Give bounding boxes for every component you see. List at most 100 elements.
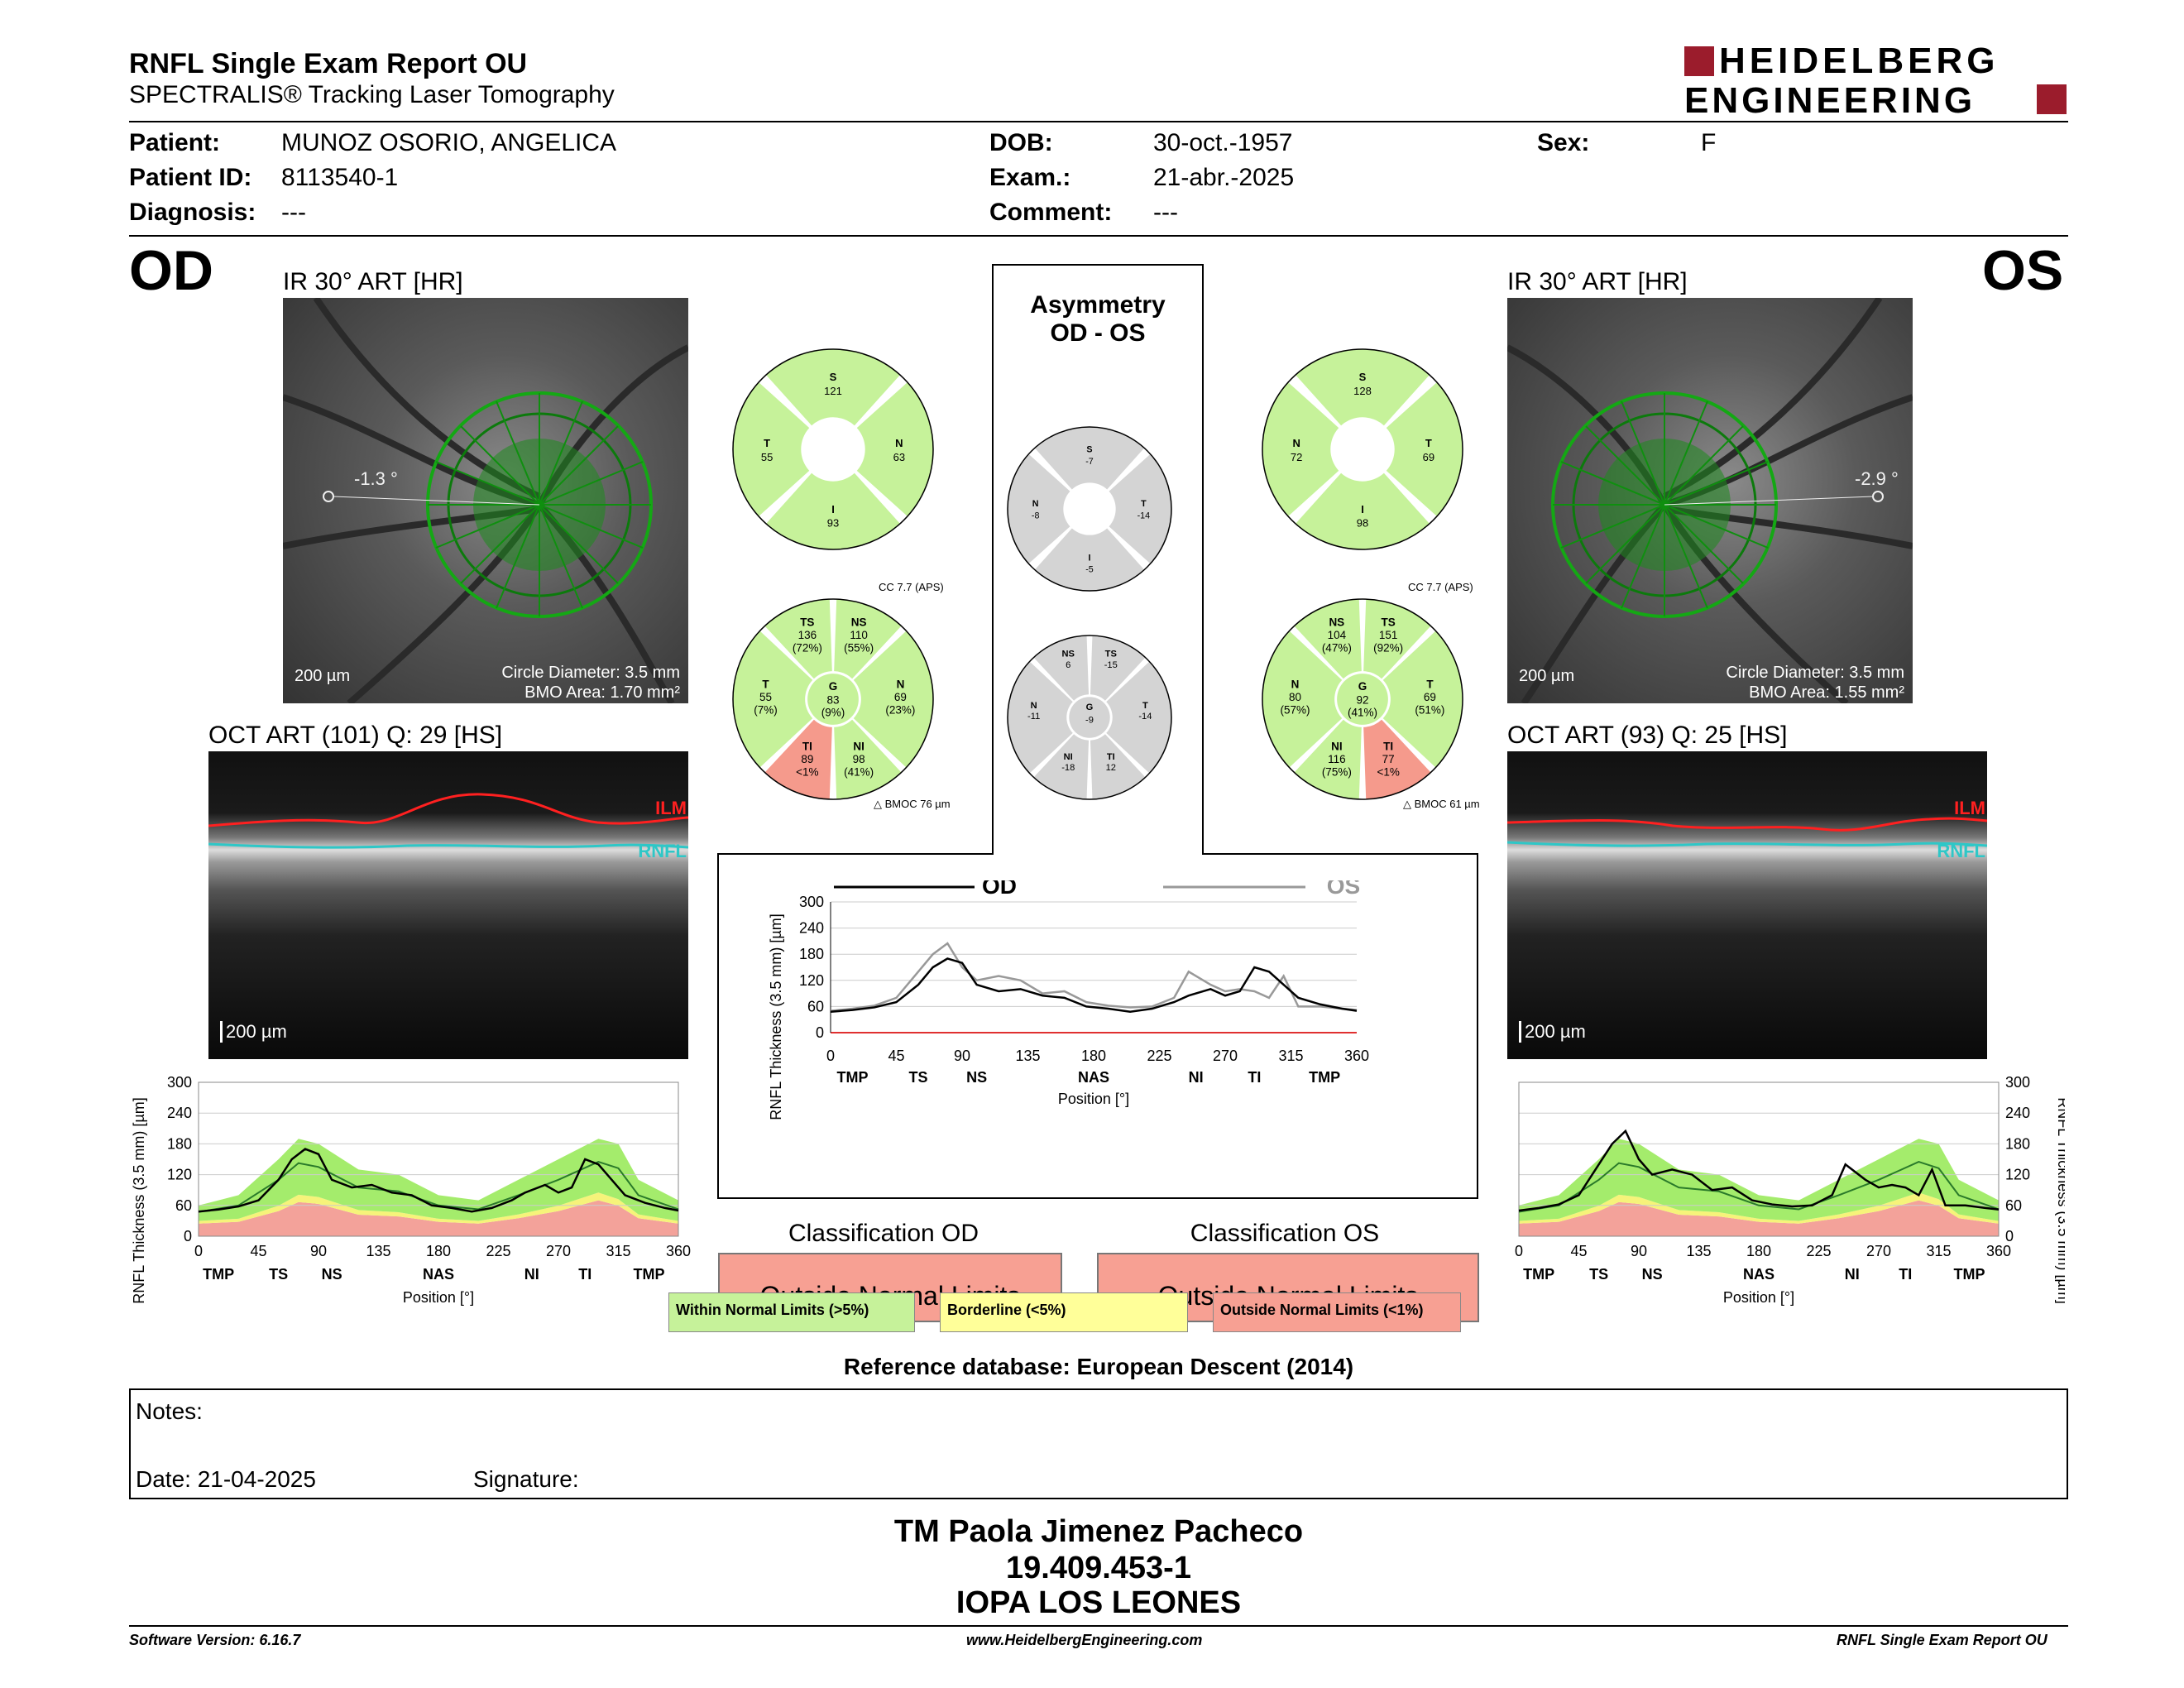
legend-od-label: OD xyxy=(982,880,1017,899)
patient-profile-line xyxy=(198,1148,679,1213)
plot-frame xyxy=(1518,1081,2000,1237)
diagnosis-value: --- xyxy=(281,199,306,226)
quadrant-value-T: 69 xyxy=(1423,451,1434,463)
quadrant-label-T: T xyxy=(1425,437,1432,449)
sector-label-NS: NS xyxy=(851,616,867,628)
od-oct-scale: 200 µm xyxy=(220,1021,287,1043)
y-tick-label: 240 xyxy=(167,1105,192,1121)
y-tick-label: 240 xyxy=(799,920,824,937)
y-axis-title: RNFL Thickness (3.5 mm) [µm] xyxy=(2055,1097,2065,1303)
region-label: TI xyxy=(1899,1266,1912,1283)
sector-value-TI: 12 xyxy=(1106,763,1116,773)
sector-label-NS: NS xyxy=(1062,650,1075,659)
sector-G xyxy=(807,674,859,725)
sector-label-N: N xyxy=(897,679,905,691)
dob-value: 30-oct.-1957 xyxy=(1153,129,1293,156)
os-cc: CC 7.7 (APS) xyxy=(1408,581,1473,593)
od-fundus-image: -1.3 ° 200 µm Circle Diameter: 3.5 mm BM… xyxy=(283,298,688,703)
website-link[interactable]: www.HeidelbergEngineering.com xyxy=(966,1632,1203,1648)
x-tick-label: 45 xyxy=(250,1243,266,1259)
sector-pct-N: (57%) xyxy=(1281,704,1310,717)
x-axis-title: Position [°] xyxy=(1058,1091,1129,1107)
sector-TS xyxy=(1090,635,1146,701)
quadrant-label-I: I xyxy=(1089,553,1091,563)
sector-label-TI: TI xyxy=(1383,741,1393,753)
sector-pct-G: (9%) xyxy=(821,706,845,718)
x-tick-label: 360 xyxy=(1344,1048,1369,1064)
dob-label: DOB: xyxy=(989,129,1053,156)
quadrant-label-N: N xyxy=(895,437,903,449)
quadrant-S xyxy=(1296,349,1430,426)
region-label: NI xyxy=(1845,1266,1860,1283)
asymmetry-panel-outline xyxy=(717,264,1478,1199)
os-ilm-label: ILM xyxy=(1954,798,1985,818)
sector-value-TI: 89 xyxy=(801,753,813,765)
region-label: TI xyxy=(1248,1069,1261,1086)
sector-pct-NS: (55%) xyxy=(844,641,874,654)
exam-value: 21-abr.-2025 xyxy=(1153,164,1295,191)
quadrant-value-I: 93 xyxy=(827,517,839,530)
y-tick-label: 60 xyxy=(807,998,824,1014)
x-tick-label: 45 xyxy=(1570,1243,1587,1259)
sector-pct-G: (41%) xyxy=(1348,706,1377,718)
sex-label: Sex: xyxy=(1537,129,1590,156)
x-tick-label: 225 xyxy=(1806,1243,1831,1259)
sector-value-TS: 151 xyxy=(1379,629,1398,641)
patient-profile-line xyxy=(1518,1129,2000,1212)
y-tick-label: 0 xyxy=(816,1024,824,1041)
x-tick-label: 90 xyxy=(954,1048,970,1064)
quadrant-outline xyxy=(1262,348,1463,550)
footer-report-name: RNFL Single Exam Report OU xyxy=(1837,1632,2048,1648)
heidelberg-logo: HEIDELBERG ENGINEERING xyxy=(1684,41,2068,121)
y-tick-label: 0 xyxy=(184,1228,192,1244)
sector-value-NI: 116 xyxy=(1328,753,1346,765)
x-tick-label: 135 xyxy=(1686,1243,1711,1259)
region-label: NS xyxy=(966,1069,987,1086)
sector-NI xyxy=(1294,719,1362,799)
sector-value-NS: 104 xyxy=(1328,629,1347,641)
sector-label-T: T xyxy=(1426,679,1434,691)
patient-name: MUNOZ OSORIO, ANGELICA xyxy=(281,129,617,156)
sector-outline xyxy=(1262,598,1463,800)
y-tick-label: 300 xyxy=(799,894,824,910)
od-bmo-area: BMO Area: 1.70 mm² xyxy=(524,683,680,702)
os-rnfl-label: RNFL xyxy=(1937,841,1985,861)
quadrant-T xyxy=(1386,382,1463,516)
sector-value-T: -14 xyxy=(1138,712,1152,722)
sector-TI xyxy=(1090,734,1146,799)
region-label: TS xyxy=(908,1069,927,1086)
y-tick-label: 0 xyxy=(2005,1228,2014,1244)
region-label: NS xyxy=(322,1266,342,1283)
os-oct-title: OCT ART (93) Q: 25 [HS] xyxy=(1507,722,1788,749)
software-version: Software Version: 6.16.7 xyxy=(129,1632,301,1648)
x-tick-label: 270 xyxy=(546,1243,571,1259)
sector-TI xyxy=(764,719,832,799)
x-tick-label: 0 xyxy=(194,1243,203,1259)
sector-value-TS: 136 xyxy=(798,629,817,641)
band-borderline xyxy=(1519,1192,1999,1224)
sector-NI xyxy=(1033,734,1090,799)
quadrant-outline xyxy=(1007,426,1172,592)
sector-NS xyxy=(1033,635,1090,701)
quadrant-T xyxy=(733,382,810,516)
x-tick-label: 225 xyxy=(486,1243,510,1259)
os-label: OS xyxy=(1982,239,2064,302)
od-rnfl-label: RNFL xyxy=(638,841,687,861)
sector-value-TI: 77 xyxy=(1382,753,1395,765)
sector-label-N: N xyxy=(1031,701,1037,711)
sector-value-T: 69 xyxy=(1424,691,1436,703)
date-label: Date: 21-04-2025 xyxy=(136,1466,316,1492)
y-tick-label: 60 xyxy=(175,1197,192,1214)
sector-label-G: G xyxy=(829,680,838,693)
x-axis-title: Position [°] xyxy=(1723,1289,1794,1306)
region-label: NS xyxy=(1642,1266,1663,1283)
y-tick-label: 180 xyxy=(2005,1135,2030,1152)
region-label: NAS xyxy=(423,1266,454,1283)
y-axis-title: RNFL Thickness (3.5 mm) [µm] xyxy=(132,1097,147,1303)
sector-pct-NS: (47%) xyxy=(1322,641,1352,654)
comment-value: --- xyxy=(1153,199,1178,226)
sector-pct-N: (23%) xyxy=(885,704,915,717)
sector-pct-NI: (41%) xyxy=(844,766,874,779)
